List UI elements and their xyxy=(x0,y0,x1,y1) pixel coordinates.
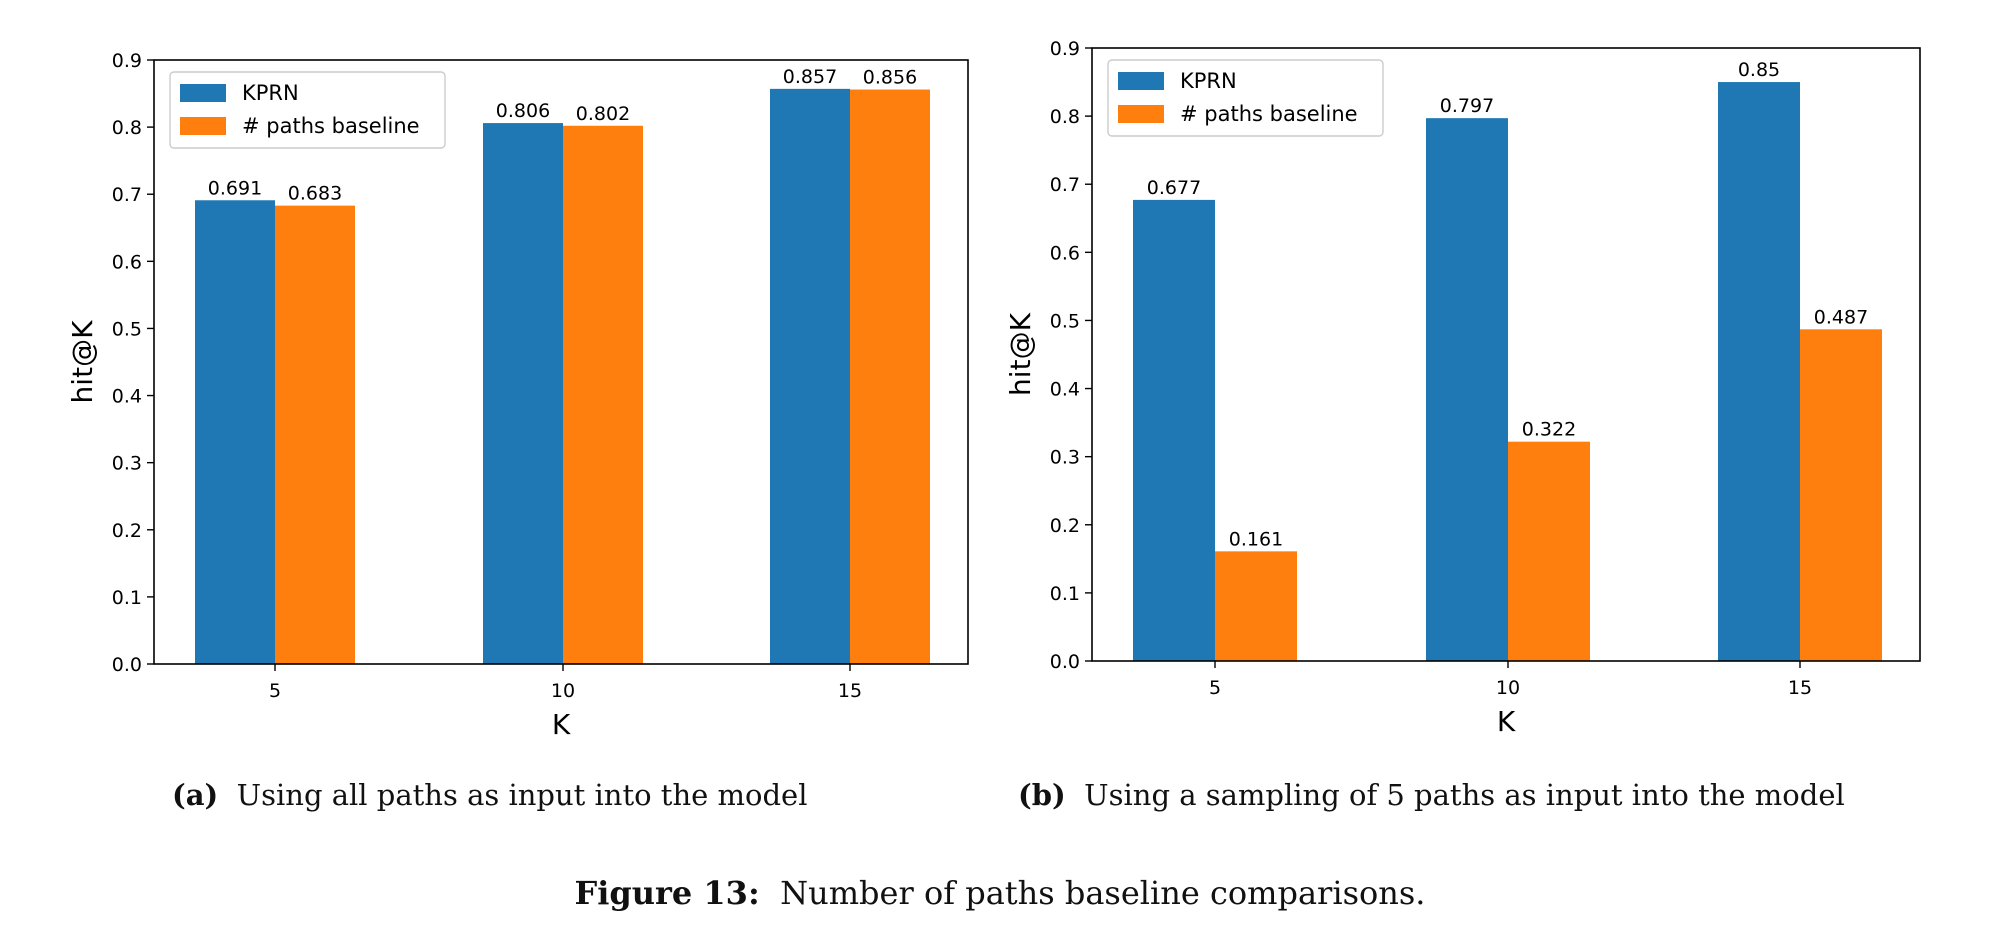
chart-a-y-axis-label: hit@K xyxy=(66,320,99,404)
chart-b-data-label-kprn-10: 0.797 xyxy=(1440,95,1494,117)
chart-b-bar-baseline-15 xyxy=(1800,329,1882,661)
chart-a-xtick-label-5: 5 xyxy=(269,680,281,702)
chart-a-ytick-label-6: 0.6 xyxy=(112,251,142,273)
chart-b-bar-kprn-5 xyxy=(1133,199,1215,662)
chart-b-legend-label-baseline: # paths baseline xyxy=(1180,102,1358,126)
chart-b-legend xyxy=(1107,59,1384,137)
chart-b-bar-kprn-15 xyxy=(1718,82,1800,662)
subcaption-a: (a) Using all paths as input into the mo… xyxy=(172,778,807,812)
chart-a-bar-baseline-5 xyxy=(275,205,355,664)
chart-b-ytick-label-8: 0.8 xyxy=(1050,106,1080,128)
chart-b-bar-kprn-10 xyxy=(1426,118,1508,662)
chart-a-legend xyxy=(169,71,446,149)
chart-b-data-label-baseline-10: 0.322 xyxy=(1522,419,1576,441)
figure-caption-text: Number of paths baseline comparisons. xyxy=(780,874,1426,912)
chart-b-xtick-label-5: 5 xyxy=(1209,677,1221,699)
chart-a-bar-kprn-15 xyxy=(770,88,850,664)
chart-b-ytick-label-2: 0.2 xyxy=(1050,515,1080,537)
chart-b: 0.6770.7970.850.1610.3220.4870.00.10.20.… xyxy=(1004,38,1921,738)
chart-b-data-label-kprn-5: 0.677 xyxy=(1147,177,1201,199)
chart-a-data-label-kprn-10: 0.806 xyxy=(496,100,550,122)
chart-b-xtick-label-15: 15 xyxy=(1788,677,1812,699)
chart-b-bar-baseline-10 xyxy=(1508,441,1590,661)
chart-b-ytick-label-0: 0.0 xyxy=(1050,651,1080,673)
chart-b-xtick-label-10: 10 xyxy=(1496,677,1520,699)
chart-b-bar-baseline-5 xyxy=(1215,551,1297,661)
chart-b-legend-swatch-baseline xyxy=(1118,105,1164,123)
chart-a: 0.691 0.806 0.857 0.683 0.802 0.856 0.0 0.1 0.2 0… xyxy=(66,50,969,741)
subcaption-b-text: Using a sampling of 5 paths as input int… xyxy=(1084,778,1845,812)
chart-b-frame xyxy=(1091,47,1921,662)
chart-b-y-axis-label: hit@K xyxy=(1004,312,1037,396)
chart-b-ytick-label-7: 0.7 xyxy=(1050,174,1080,196)
chart-a-bar-kprn-5 xyxy=(195,200,275,665)
chart-a-ytick-label-9: 0.9 xyxy=(112,50,142,72)
subcaption-b: (b) Using a sampling of 5 paths as input… xyxy=(1018,778,1845,812)
subcaption-b-label: (b) xyxy=(1018,778,1066,812)
chart-a-data-label-baseline-5: 0.683 xyxy=(288,183,342,205)
chart-b-legend-swatch-kprn xyxy=(1118,72,1164,90)
chart-a-ytick-label-3: 0.3 xyxy=(112,453,142,475)
subcaption-a-text: Using all paths as input into the model xyxy=(236,778,808,812)
chart-a-data-label-kprn-15: 0.857 xyxy=(783,66,837,88)
chart-a-bar-baseline-15 xyxy=(850,89,930,665)
chart-a-data-label-baseline-10: 0.802 xyxy=(576,103,630,125)
chart-a-legend-label-baseline: # paths baseline xyxy=(242,114,420,138)
chart-b-x-axis-label: K xyxy=(1497,705,1516,738)
chart-a-ytick-label-7: 0.7 xyxy=(112,184,142,206)
chart-b-ytick-label-5: 0.5 xyxy=(1050,310,1080,332)
chart-b-ytick-label-3: 0.3 xyxy=(1050,447,1080,469)
chart-a-x-axis-label: K xyxy=(552,708,571,741)
figure-caption: Figure 13: Number of paths baseline comp… xyxy=(0,874,2000,912)
chart-a-legend-swatch-baseline xyxy=(180,117,226,135)
chart-a-xtick-label-15: 15 xyxy=(838,680,862,702)
chart-b-ytick-label-9: 0.9 xyxy=(1050,38,1080,60)
chart-a-data-label-baseline-15: 0.856 xyxy=(863,67,917,89)
chart-b-ytick-label-1: 0.1 xyxy=(1050,583,1080,605)
chart-b-data-label-baseline-15: 0.487 xyxy=(1814,306,1868,328)
chart-a-ytick-label-1: 0.1 xyxy=(112,587,142,609)
chart-a-frame xyxy=(153,59,969,665)
chart-a-legend-label-kprn: KPRN xyxy=(242,81,299,105)
chart-a-bar-baseline-10 xyxy=(563,125,643,664)
chart-a-legend-swatch-kprn xyxy=(180,84,226,102)
chart-a-data-label-kprn-5: 0.691 xyxy=(208,177,262,199)
figure-caption-label: Figure 13: xyxy=(574,874,760,912)
chart-a-bar-kprn-10 xyxy=(483,123,563,664)
chart-a-ytick-label-0: 0.0 xyxy=(112,654,142,676)
chart-a-ytick-label-4: 0.4 xyxy=(112,386,142,408)
chart-b-data-label-baseline-5: 0.161 xyxy=(1229,528,1283,550)
chart-a-ytick-label-5: 0.5 xyxy=(112,318,142,340)
chart-b-data-label-kprn-15: 0.85 xyxy=(1738,59,1780,81)
subcaption-a-label: (a) xyxy=(172,778,219,812)
chart-b-legend-label-kprn: KPRN xyxy=(1180,69,1237,93)
chart-a-ytick-label-8: 0.8 xyxy=(112,117,142,139)
chart-b-ytick-label-6: 0.6 xyxy=(1050,242,1080,264)
chart-b-ytick-label-4: 0.4 xyxy=(1050,379,1080,401)
chart-a-xtick-label-10: 10 xyxy=(551,680,575,702)
chart-a-ytick-label-2: 0.2 xyxy=(112,520,142,542)
